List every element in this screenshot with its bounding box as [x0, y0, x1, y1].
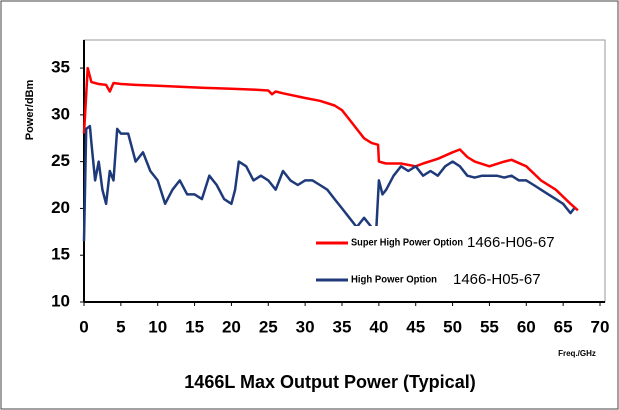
x-tick-label: 55 [480, 317, 499, 336]
y-axis-label: Power/dBm [24, 80, 36, 141]
y-tick-label: 15 [51, 245, 70, 264]
x-tick-label: 50 [443, 317, 462, 336]
x-tick-label: 20 [222, 317, 241, 336]
y-tick-label: 35 [51, 58, 70, 77]
y-tick-label: 30 [51, 104, 70, 123]
legend-label: High Power Option [351, 275, 437, 286]
x-tick-label: 70 [591, 317, 610, 336]
x-tick-label: 45 [406, 317, 425, 336]
x-tick-label: 25 [259, 317, 278, 336]
legend-note: 1466-H05-67 [453, 271, 541, 288]
x-tick-label: 40 [369, 317, 388, 336]
x-axis-label: Freq./GHz [558, 349, 596, 358]
y-tick-label: 25 [51, 151, 70, 170]
series-line [82, 124, 576, 242]
series-line [82, 66, 579, 212]
legend-note: 1466-H06-67 [467, 234, 555, 251]
y-tick-label: 10 [51, 291, 70, 310]
x-tick-label: 35 [333, 317, 352, 336]
x-tick-label: 15 [185, 317, 204, 336]
x-tick-label: 10 [148, 317, 167, 336]
x-tick-label: 5 [116, 317, 125, 336]
x-tick-label: 0 [79, 317, 88, 336]
legend [308, 226, 604, 300]
chart-title: 1466L Max Output Power (Typical) [184, 372, 475, 392]
legend-label: Super High Power Option [351, 238, 463, 249]
x-tick-label: 30 [296, 317, 315, 336]
x-tick-label: 65 [554, 317, 573, 336]
x-tick-label: 60 [517, 317, 536, 336]
y-tick-label: 20 [51, 198, 70, 217]
